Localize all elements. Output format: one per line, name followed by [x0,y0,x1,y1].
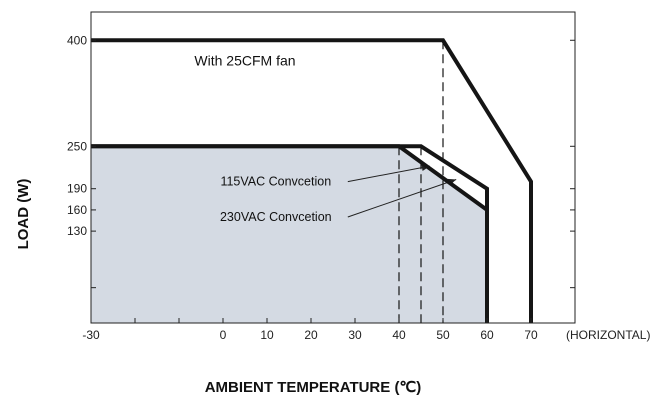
x-tick-label: 10 [260,328,274,342]
x-tick-label: 70 [524,328,538,342]
annotation-label: 115VAC Convcetion [220,175,331,189]
y-tick-label: 190 [67,182,87,196]
y-tick-label: 400 [67,33,87,47]
annotation-arrow-2 [347,179,457,218]
x-tick-label: 40 [392,328,406,342]
y-tick-label: 250 [67,139,87,153]
x-tick-label: -30 [82,328,100,342]
x-tick-label: 30 [348,328,362,342]
x-tick-label: 50 [436,328,450,342]
convection-shaded-region [91,146,487,323]
plot-frame [90,11,576,324]
annotation-arrow-1 [347,165,430,183]
x-axis-unit-note: (HORIZONTAL) [566,328,650,342]
annotation-label: 230VAC Convcetion [220,210,332,224]
x-axis-title: AMBIENT TEMPERATURE (℃) [205,379,422,396]
x-tick-label: 0 [220,328,227,342]
y-axis-title: LOAD (W) [15,179,32,250]
y-tick-label: 160 [67,203,87,217]
series-line-2 [91,144,489,323]
y-tick-label: 130 [67,224,87,238]
annotation-label: With 25CFM fan [194,52,295,68]
x-tick-label: 60 [480,328,494,342]
x-tick-label: 20 [304,328,318,342]
series-line-0 [91,38,533,323]
